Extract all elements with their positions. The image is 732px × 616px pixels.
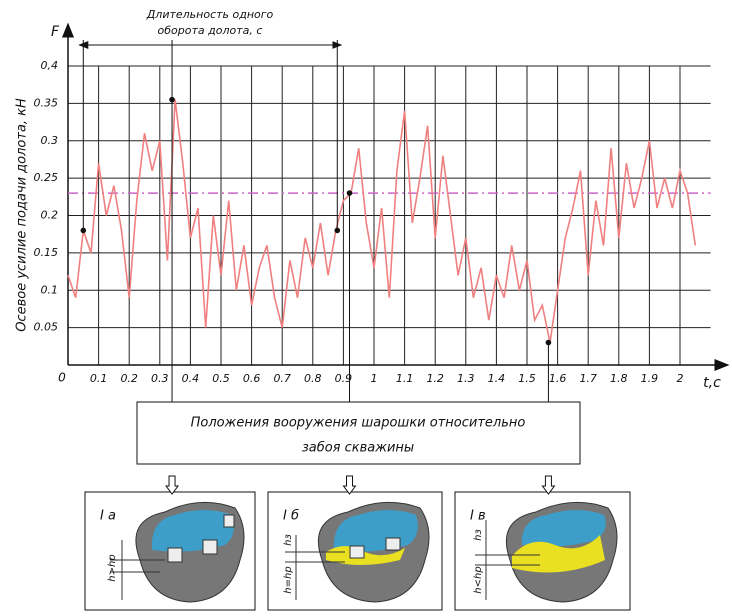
panel-h-label: h>hр xyxy=(107,554,118,581)
x-tick-label: 0.9 xyxy=(335,372,353,385)
caption: Положения вооружения шарошки относительн… xyxy=(191,416,526,431)
x-tick-label: 1.3 xyxy=(457,372,475,385)
x-tick-label: 1.2 xyxy=(426,372,444,385)
x-tick-label: 0.2 xyxy=(120,372,138,385)
x-tick-label: 2 xyxy=(677,372,684,385)
panel: I а h>hр xyxy=(84,491,256,611)
origin-label: 0 xyxy=(58,371,66,385)
x-tick-label: 0.7 xyxy=(273,372,291,385)
panel-label: I в xyxy=(470,509,486,524)
y-tick-label: 0.25 xyxy=(34,171,59,184)
x-tick-label: 0.1 xyxy=(90,372,108,385)
panel: I в hз h<hр xyxy=(454,491,631,611)
caption-box xyxy=(136,401,581,465)
panel-label: I а xyxy=(100,509,116,524)
y-axis-name: F xyxy=(51,24,60,40)
annotation: Длительность одного xyxy=(146,8,274,21)
y-tick-label: 0.3 xyxy=(41,134,59,147)
x-tick-label: 1.5 xyxy=(518,372,536,385)
panel-h-label: hз xyxy=(283,534,294,546)
x-tick-label: 1.6 xyxy=(549,372,567,385)
panel-h-label: h=hр xyxy=(283,566,294,593)
data-line xyxy=(67,99,697,343)
caption: забоя скважины xyxy=(302,441,414,456)
y-tick-label: 0.2 xyxy=(41,209,59,222)
x-tick-label: 1.4 xyxy=(488,372,506,385)
y-tick-label: 0.35 xyxy=(34,96,59,109)
x-tick-label: 0.3 xyxy=(151,372,169,385)
panel-h-label: h<hр xyxy=(473,566,484,593)
panel-h-label: hз xyxy=(473,529,484,541)
y-axis-label: Осевое усилие подачи долота, кН xyxy=(15,98,30,332)
x-tick-label: 0.4 xyxy=(182,372,200,385)
x-tick-label: 1.7 xyxy=(579,372,597,385)
annotation: оборота долота, с xyxy=(158,24,263,37)
panel-label: I б xyxy=(283,509,299,524)
x-tick-label: 1 xyxy=(371,372,378,385)
y-tick-label: 0,4 xyxy=(41,59,59,72)
x-axis-name: t,c xyxy=(703,375,721,391)
x-tick-label: 0.5 xyxy=(212,372,230,385)
y-tick-label: 0.05 xyxy=(34,321,59,334)
connector-arrow xyxy=(541,475,556,495)
connector-arrow xyxy=(165,475,180,495)
x-tick-label: 1.8 xyxy=(610,372,628,385)
y-tick-label: 0.1 xyxy=(41,283,59,296)
grid xyxy=(68,65,711,365)
y-tick-label: 0.15 xyxy=(34,246,59,259)
x-tick-label: 1.1 xyxy=(396,372,414,385)
connector-arrow xyxy=(342,475,357,495)
x-tick-label: 0.8 xyxy=(304,372,322,385)
panel: I б hз h=hр xyxy=(267,491,443,611)
x-tick-label: 1.9 xyxy=(641,372,659,385)
x-tick-label: 0.6 xyxy=(243,372,261,385)
